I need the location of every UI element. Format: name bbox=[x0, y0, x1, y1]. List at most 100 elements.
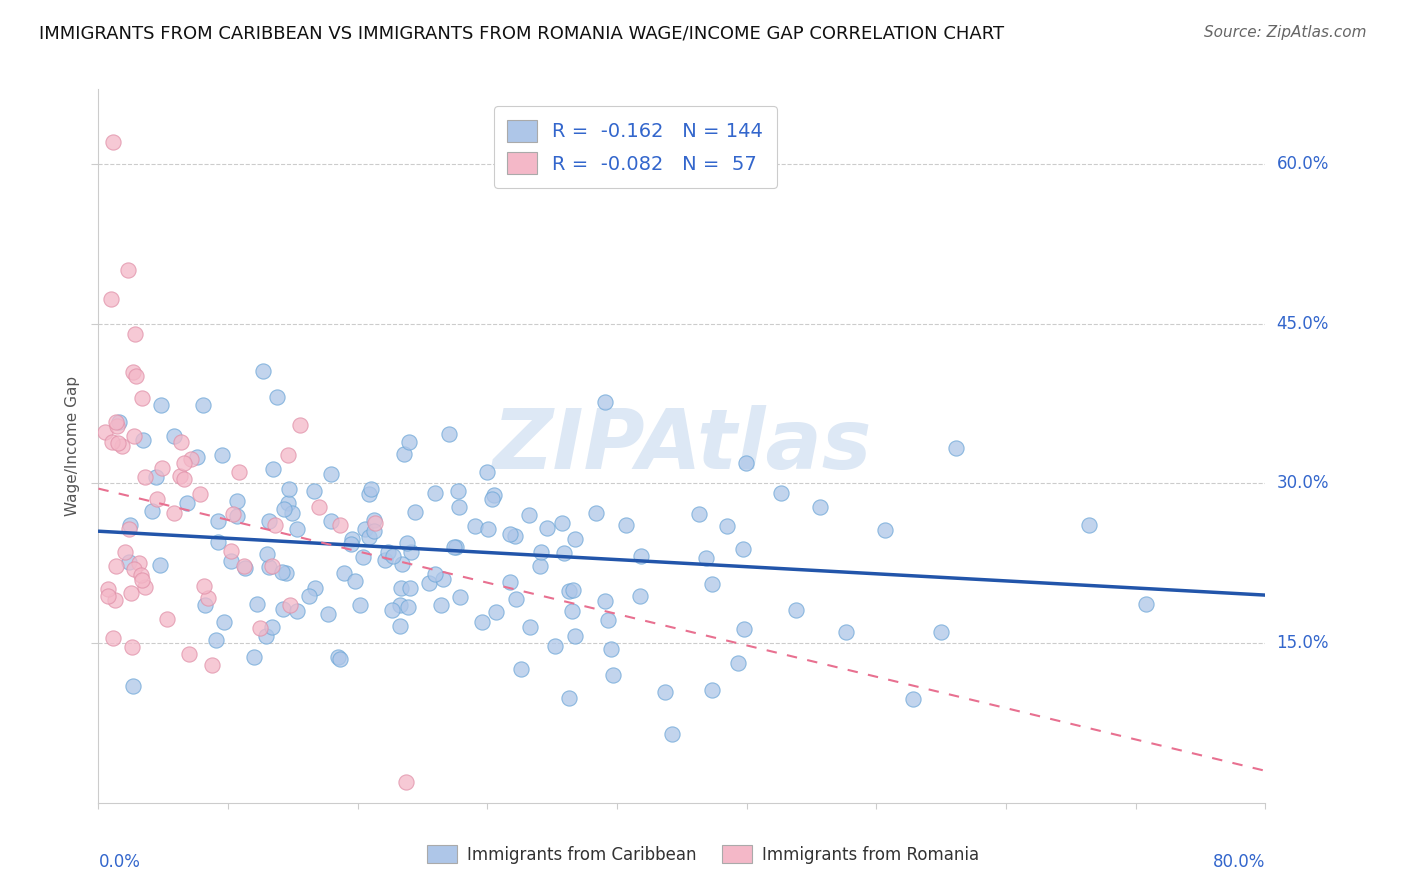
Point bbox=[388, 618, 411, 632]
Point bbox=[214, 615, 236, 629]
Point bbox=[354, 522, 377, 536]
Point bbox=[349, 599, 371, 613]
Point bbox=[509, 662, 531, 676]
Point bbox=[517, 508, 540, 522]
Point bbox=[121, 640, 143, 655]
Point bbox=[734, 456, 756, 470]
Point bbox=[558, 691, 581, 706]
Point bbox=[340, 532, 363, 546]
Point bbox=[360, 482, 382, 496]
Point bbox=[193, 598, 215, 612]
Point bbox=[733, 623, 755, 637]
Point bbox=[278, 599, 301, 613]
Point bbox=[270, 565, 292, 579]
Point bbox=[475, 465, 498, 479]
Point bbox=[150, 461, 173, 475]
Point bbox=[97, 582, 120, 596]
Text: 80.0%: 80.0% bbox=[1213, 853, 1265, 871]
Point bbox=[124, 562, 146, 576]
Point bbox=[585, 506, 607, 520]
Point bbox=[399, 581, 422, 595]
Point bbox=[274, 566, 297, 581]
Point bbox=[228, 465, 250, 479]
Point bbox=[278, 483, 301, 497]
Point bbox=[464, 519, 486, 533]
Point bbox=[242, 649, 264, 664]
Point bbox=[808, 500, 831, 514]
Point bbox=[388, 599, 411, 613]
Point bbox=[564, 628, 586, 642]
Point bbox=[129, 568, 152, 582]
Point bbox=[94, 425, 117, 440]
Point bbox=[146, 491, 169, 506]
Point bbox=[256, 548, 278, 562]
Point bbox=[654, 684, 676, 698]
Point bbox=[614, 518, 637, 533]
Point bbox=[246, 597, 269, 611]
Point bbox=[302, 483, 325, 498]
Text: IMMIGRANTS FROM CARIBBEAN VS IMMIGRANTS FROM ROMANIA WAGE/INCOME GAP CORRELATION: IMMIGRANTS FROM CARIBBEAN VS IMMIGRANTS … bbox=[39, 25, 1004, 43]
Y-axis label: Wage/Income Gap: Wage/Income Gap bbox=[65, 376, 80, 516]
Point bbox=[101, 435, 124, 450]
Point bbox=[359, 487, 381, 501]
Point bbox=[482, 488, 505, 502]
Point bbox=[425, 566, 447, 581]
Point bbox=[205, 633, 228, 648]
Point bbox=[262, 462, 284, 476]
Point bbox=[105, 418, 128, 433]
Point bbox=[97, 590, 120, 604]
Point bbox=[536, 521, 558, 535]
Point bbox=[134, 469, 156, 483]
Text: 15.0%: 15.0% bbox=[1277, 634, 1329, 652]
Point bbox=[193, 579, 215, 593]
Point bbox=[530, 544, 553, 558]
Point bbox=[561, 604, 583, 618]
Point bbox=[201, 658, 224, 673]
Point bbox=[688, 507, 710, 521]
Point bbox=[593, 594, 616, 608]
Point bbox=[170, 435, 193, 450]
Point bbox=[551, 516, 574, 531]
Point bbox=[835, 624, 858, 639]
Point bbox=[177, 647, 200, 661]
Text: 45.0%: 45.0% bbox=[1277, 315, 1329, 333]
Point bbox=[443, 541, 465, 555]
Point bbox=[381, 603, 404, 617]
Point bbox=[329, 517, 352, 532]
Point bbox=[257, 560, 280, 574]
Point bbox=[661, 727, 683, 741]
Point bbox=[221, 507, 243, 521]
Point bbox=[211, 448, 233, 462]
Point bbox=[298, 589, 321, 603]
Point bbox=[599, 641, 621, 656]
Point bbox=[449, 590, 471, 604]
Point bbox=[108, 415, 131, 429]
Point bbox=[529, 559, 551, 574]
Point bbox=[260, 620, 283, 634]
Point bbox=[702, 682, 724, 697]
Point bbox=[364, 516, 387, 530]
Point bbox=[252, 364, 274, 378]
Point bbox=[114, 545, 136, 559]
Point bbox=[505, 592, 527, 607]
Point bbox=[176, 496, 198, 510]
Point bbox=[191, 398, 214, 412]
Point bbox=[111, 439, 134, 453]
Point bbox=[344, 574, 367, 588]
Point bbox=[477, 522, 499, 536]
Point bbox=[125, 368, 148, 383]
Point bbox=[104, 558, 127, 573]
Text: Source: ZipAtlas.com: Source: ZipAtlas.com bbox=[1204, 25, 1367, 40]
Point bbox=[374, 553, 396, 567]
Point bbox=[101, 136, 124, 150]
Point bbox=[308, 500, 330, 515]
Point bbox=[122, 365, 145, 379]
Point bbox=[225, 494, 247, 508]
Point bbox=[602, 668, 624, 682]
Point bbox=[377, 544, 399, 558]
Point bbox=[233, 560, 256, 574]
Point bbox=[117, 263, 139, 277]
Point bbox=[499, 574, 522, 589]
Point bbox=[118, 556, 141, 570]
Point bbox=[929, 625, 952, 640]
